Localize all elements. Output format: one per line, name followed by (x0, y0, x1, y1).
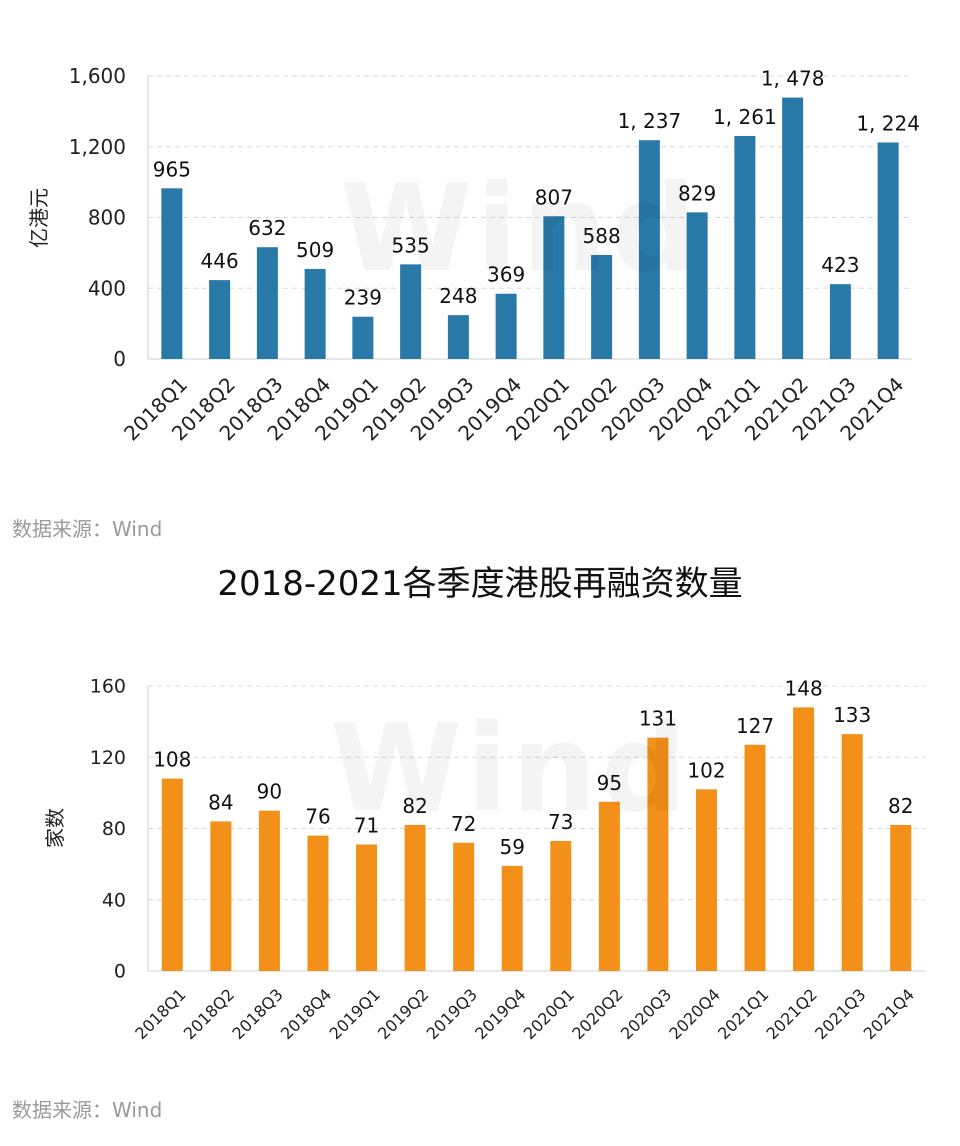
source-note: 数据来源：Wind (12, 517, 163, 541)
data-label: 807 (535, 185, 573, 209)
bar (256, 247, 278, 359)
x-tick-label: 2018Q2 (180, 985, 238, 1043)
data-label: 71 (354, 814, 379, 838)
bar (841, 734, 863, 971)
x-tick-label: 2019Q1 (326, 985, 384, 1043)
data-label: 829 (678, 181, 716, 205)
data-label: 59 (499, 835, 524, 859)
y-tick-label: 1,200 (69, 135, 126, 159)
data-label: 1, 224 (856, 112, 920, 136)
y-tick-label: 800 (88, 206, 126, 230)
data-label: 535 (392, 233, 430, 257)
data-label: 95 (597, 771, 622, 795)
data-label: 1, 261 (713, 105, 777, 129)
data-label: 148 (785, 676, 823, 700)
data-label: 76 (305, 805, 330, 829)
data-label: 131 (639, 707, 677, 731)
bar (307, 835, 329, 971)
bar (877, 142, 899, 359)
y-tick-label: 1,600 (69, 64, 126, 88)
bar (550, 840, 572, 971)
data-label: 248 (439, 284, 477, 308)
bar (638, 140, 660, 359)
data-label: 84 (208, 790, 233, 814)
data-label: 1, 237 (618, 109, 682, 133)
data-label: 133 (833, 703, 871, 727)
x-tick-label: 2018Q1 (131, 985, 189, 1043)
bar (210, 821, 232, 971)
y-axis-label: 亿港元 (27, 188, 51, 248)
y-tick-label: 0 (114, 961, 126, 983)
y-axis-label: 家数 (43, 808, 67, 848)
x-tick-label: 2020Q4 (665, 985, 723, 1043)
x-tick-label: 2020Q2 (568, 985, 626, 1043)
y-tick-label: 80 (102, 818, 126, 840)
y-tick-label: 120 (90, 747, 126, 769)
data-label: 423 (821, 253, 859, 277)
source-note: 数据来源：Wind (12, 1098, 163, 1122)
bar (734, 135, 756, 359)
x-tick-label: 2019Q2 (374, 985, 432, 1043)
data-label: 108 (153, 748, 191, 772)
bar (161, 188, 183, 359)
x-tick-label: 2019Q3 (423, 985, 481, 1043)
data-label: 239 (344, 286, 382, 310)
data-label: 82 (888, 794, 913, 818)
chart-amount-svg: 04008001,2001,600亿港元9652018Q14462018Q263… (27, 64, 920, 445)
bar (453, 842, 475, 971)
bar (744, 744, 766, 971)
y-tick-label: 400 (88, 276, 126, 300)
bar (598, 801, 620, 971)
bar (695, 789, 717, 971)
bar (404, 824, 426, 971)
data-label: 82 (402, 794, 427, 818)
bar (209, 280, 231, 359)
bar (161, 778, 183, 971)
data-label: 632 (248, 216, 286, 240)
data-label: 127 (736, 714, 774, 738)
data-label: 90 (257, 780, 282, 804)
bar (793, 707, 815, 971)
data-label: 509 (296, 238, 334, 262)
chart-count-svg: 0 40 80 120 160 家数 108 2018Q1 84 2018Q2 90 2018Q3 76… (43, 676, 925, 1043)
bar (686, 212, 708, 359)
x-tick-label: 2020Q1 (520, 985, 578, 1043)
data-label: 588 (583, 224, 621, 248)
bar (304, 268, 326, 359)
data-label: 73 (548, 810, 573, 834)
data-label: 72 (451, 812, 476, 836)
data-label: 369 (487, 263, 525, 287)
y-tick-label: 0 (113, 347, 126, 371)
chart-title: 2018-2021各季度港股再融资数量 (217, 564, 743, 604)
y-tick-label: 40 (102, 889, 126, 911)
x-tick-label: 2018Q3 (228, 985, 286, 1043)
x-tick-label: 2018Q4 (277, 985, 335, 1043)
chart-amount: 0 400 800 1,200 1,600 亿港元 965 2018Q1 446 2018Q2 63… (0, 0, 960, 510)
data-label: 446 (201, 249, 239, 273)
bar (400, 264, 422, 359)
bar (495, 293, 517, 359)
chart-count: 0 40 80 120 160 家数 108 2018Q1 84 2018Q2 90 2018Q3 76… (0, 630, 960, 1080)
bar (890, 824, 912, 971)
data-label: 102 (687, 758, 725, 782)
bar (829, 284, 851, 359)
bar (647, 737, 669, 971)
bar (782, 97, 804, 360)
x-tick-label: 2021Q3 (811, 985, 869, 1043)
bar (258, 810, 280, 971)
x-tick-label: 2021Q1 (714, 985, 772, 1043)
data-label: 965 (153, 157, 191, 181)
data-label: 1, 478 (761, 67, 825, 91)
x-tick-label: 2019Q4 (471, 985, 529, 1043)
x-tick-label: 2021Q4 (860, 985, 918, 1043)
y-tick-label: 160 (90, 676, 126, 698)
bar (352, 316, 374, 359)
bar (591, 254, 613, 359)
x-tick-label: 2021Q2 (763, 985, 821, 1043)
x-tick-label: 2020Q3 (617, 985, 675, 1043)
bar (447, 315, 469, 359)
bar (501, 865, 523, 971)
bar (356, 844, 378, 971)
bar (543, 216, 565, 359)
